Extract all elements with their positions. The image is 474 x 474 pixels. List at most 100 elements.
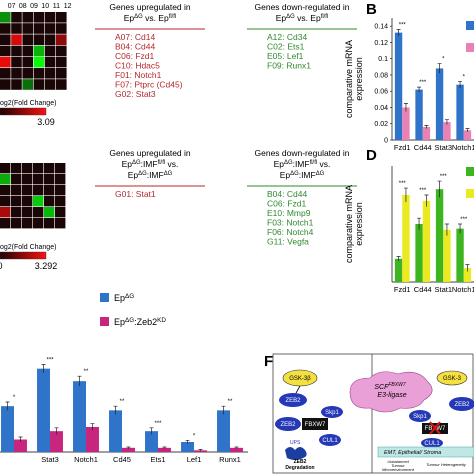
gene: A07: Cd14	[115, 32, 155, 42]
heatmap-cell	[56, 79, 67, 90]
bar	[158, 447, 171, 452]
list-heading: EpΔG:IMFΔG	[128, 170, 173, 180]
significance: **	[120, 399, 125, 405]
text-part: fl/fl	[169, 14, 177, 20]
list-heading: Genes down-regulated in	[255, 148, 350, 158]
heatmap-cell	[33, 56, 45, 68]
node	[275, 417, 301, 431]
bar	[443, 122, 451, 140]
significance: ***	[419, 188, 427, 194]
text-part: :IMF	[293, 159, 310, 169]
node	[409, 410, 431, 422]
y-tick-label: 0.06	[374, 89, 388, 96]
text-part: ΔG	[286, 14, 295, 20]
heatmap-cell	[22, 196, 33, 207]
node-label: ZEB2	[285, 398, 301, 404]
node-label: CUL1	[322, 438, 338, 444]
label-part: FBXW7	[388, 382, 405, 388]
gene: F06: Notch4	[267, 227, 314, 237]
list-heading: Genes upregulated in	[109, 148, 191, 158]
column-label: 12	[64, 3, 72, 10]
heatmap-cell	[11, 196, 22, 207]
heatmap-cell	[33, 196, 44, 207]
heatmap-cell	[44, 68, 56, 79]
node-label: Unbalanced Tumour Microenvironment	[382, 459, 415, 472]
panel-label: B	[366, 1, 377, 18]
colorbar	[0, 107, 47, 116]
heatmap-cell	[22, 45, 33, 57]
heatmap-cell	[44, 218, 55, 229]
significance: *	[13, 395, 16, 401]
legend-swatch	[466, 167, 474, 176]
heatmap-cell	[22, 12, 33, 23]
x-tick-label: Runx1	[219, 455, 241, 464]
legend-swatch	[466, 43, 474, 52]
significance: ***	[399, 181, 407, 187]
node	[436, 370, 468, 386]
significance: ***	[460, 217, 468, 223]
x-tick-label: Lef1	[187, 455, 202, 464]
label-line: comparative mRNA	[344, 40, 354, 118]
arrow	[295, 385, 301, 394]
heatmap-cell	[0, 23, 11, 34]
heatmap-cell	[22, 79, 33, 90]
text-part: Ep	[114, 317, 125, 327]
text-part: ΔG	[125, 317, 134, 324]
significance: ***	[399, 22, 407, 28]
text-part: Ep	[280, 170, 291, 180]
text-part: Ep	[114, 293, 125, 303]
text-part: Genes down-regulated in	[255, 148, 350, 158]
y-tick-label: 0.1	[378, 56, 388, 63]
heatmap-cell	[44, 207, 55, 218]
heatmap-cell	[33, 45, 45, 57]
heatmap-cell	[11, 68, 22, 79]
node-label: Skp1	[325, 410, 339, 416]
bar	[230, 447, 243, 452]
significance: ***	[419, 80, 427, 86]
heatmap-cell	[33, 23, 45, 34]
node-label: CUL1	[424, 441, 440, 447]
heatmap-cell	[44, 174, 55, 185]
node	[421, 438, 443, 448]
list-heading: EpΔG:IMFfl/fl vs.	[274, 159, 331, 169]
bar	[1, 406, 14, 452]
column-label: 09	[30, 3, 38, 10]
error-bar	[403, 103, 408, 112]
heatmap-cell	[44, 79, 56, 90]
x-tick-label: Stat3	[434, 143, 452, 152]
node-label: FBXW7	[305, 422, 326, 428]
bar	[109, 410, 122, 452]
bar	[122, 447, 135, 452]
heatmap-cell	[11, 218, 22, 229]
heatmap-cell	[0, 68, 11, 79]
heatmap-cell	[11, 34, 22, 45]
gene: F09: Runx1	[267, 61, 311, 71]
heatmap-cell	[56, 23, 67, 34]
heatmap-cell	[33, 12, 45, 23]
outcome-box	[377, 446, 474, 458]
list-heading: EpΔG vs. Epfl/fl	[124, 13, 177, 23]
error-bar	[234, 446, 239, 449]
text-part: ΔG	[284, 160, 293, 166]
bar	[415, 224, 423, 282]
text-part: ΔG	[138, 171, 147, 177]
bar	[145, 431, 158, 452]
text-part: ΔG	[290, 171, 299, 177]
error-bar	[198, 449, 203, 452]
gene: B04: Cd44	[267, 189, 307, 199]
gene: G11: Vegfa	[267, 237, 309, 247]
heatmap-cell	[33, 68, 45, 79]
text-part: ΔG	[316, 171, 325, 177]
heatmap-cell	[0, 12, 11, 23]
heatmap-cell	[11, 185, 22, 196]
heatmap-cell	[33, 174, 44, 185]
heatmap-cell	[0, 207, 11, 218]
bar	[435, 68, 444, 140]
heatmap-cell	[11, 45, 22, 57]
heatmap-cell	[0, 174, 11, 185]
gene: A12: Cd34	[267, 32, 307, 42]
heatmap-cell	[0, 218, 11, 229]
colorbar-tick: 3.09	[37, 117, 55, 127]
error-bar	[113, 405, 118, 415]
y-tick-label: 0.14	[374, 24, 388, 31]
